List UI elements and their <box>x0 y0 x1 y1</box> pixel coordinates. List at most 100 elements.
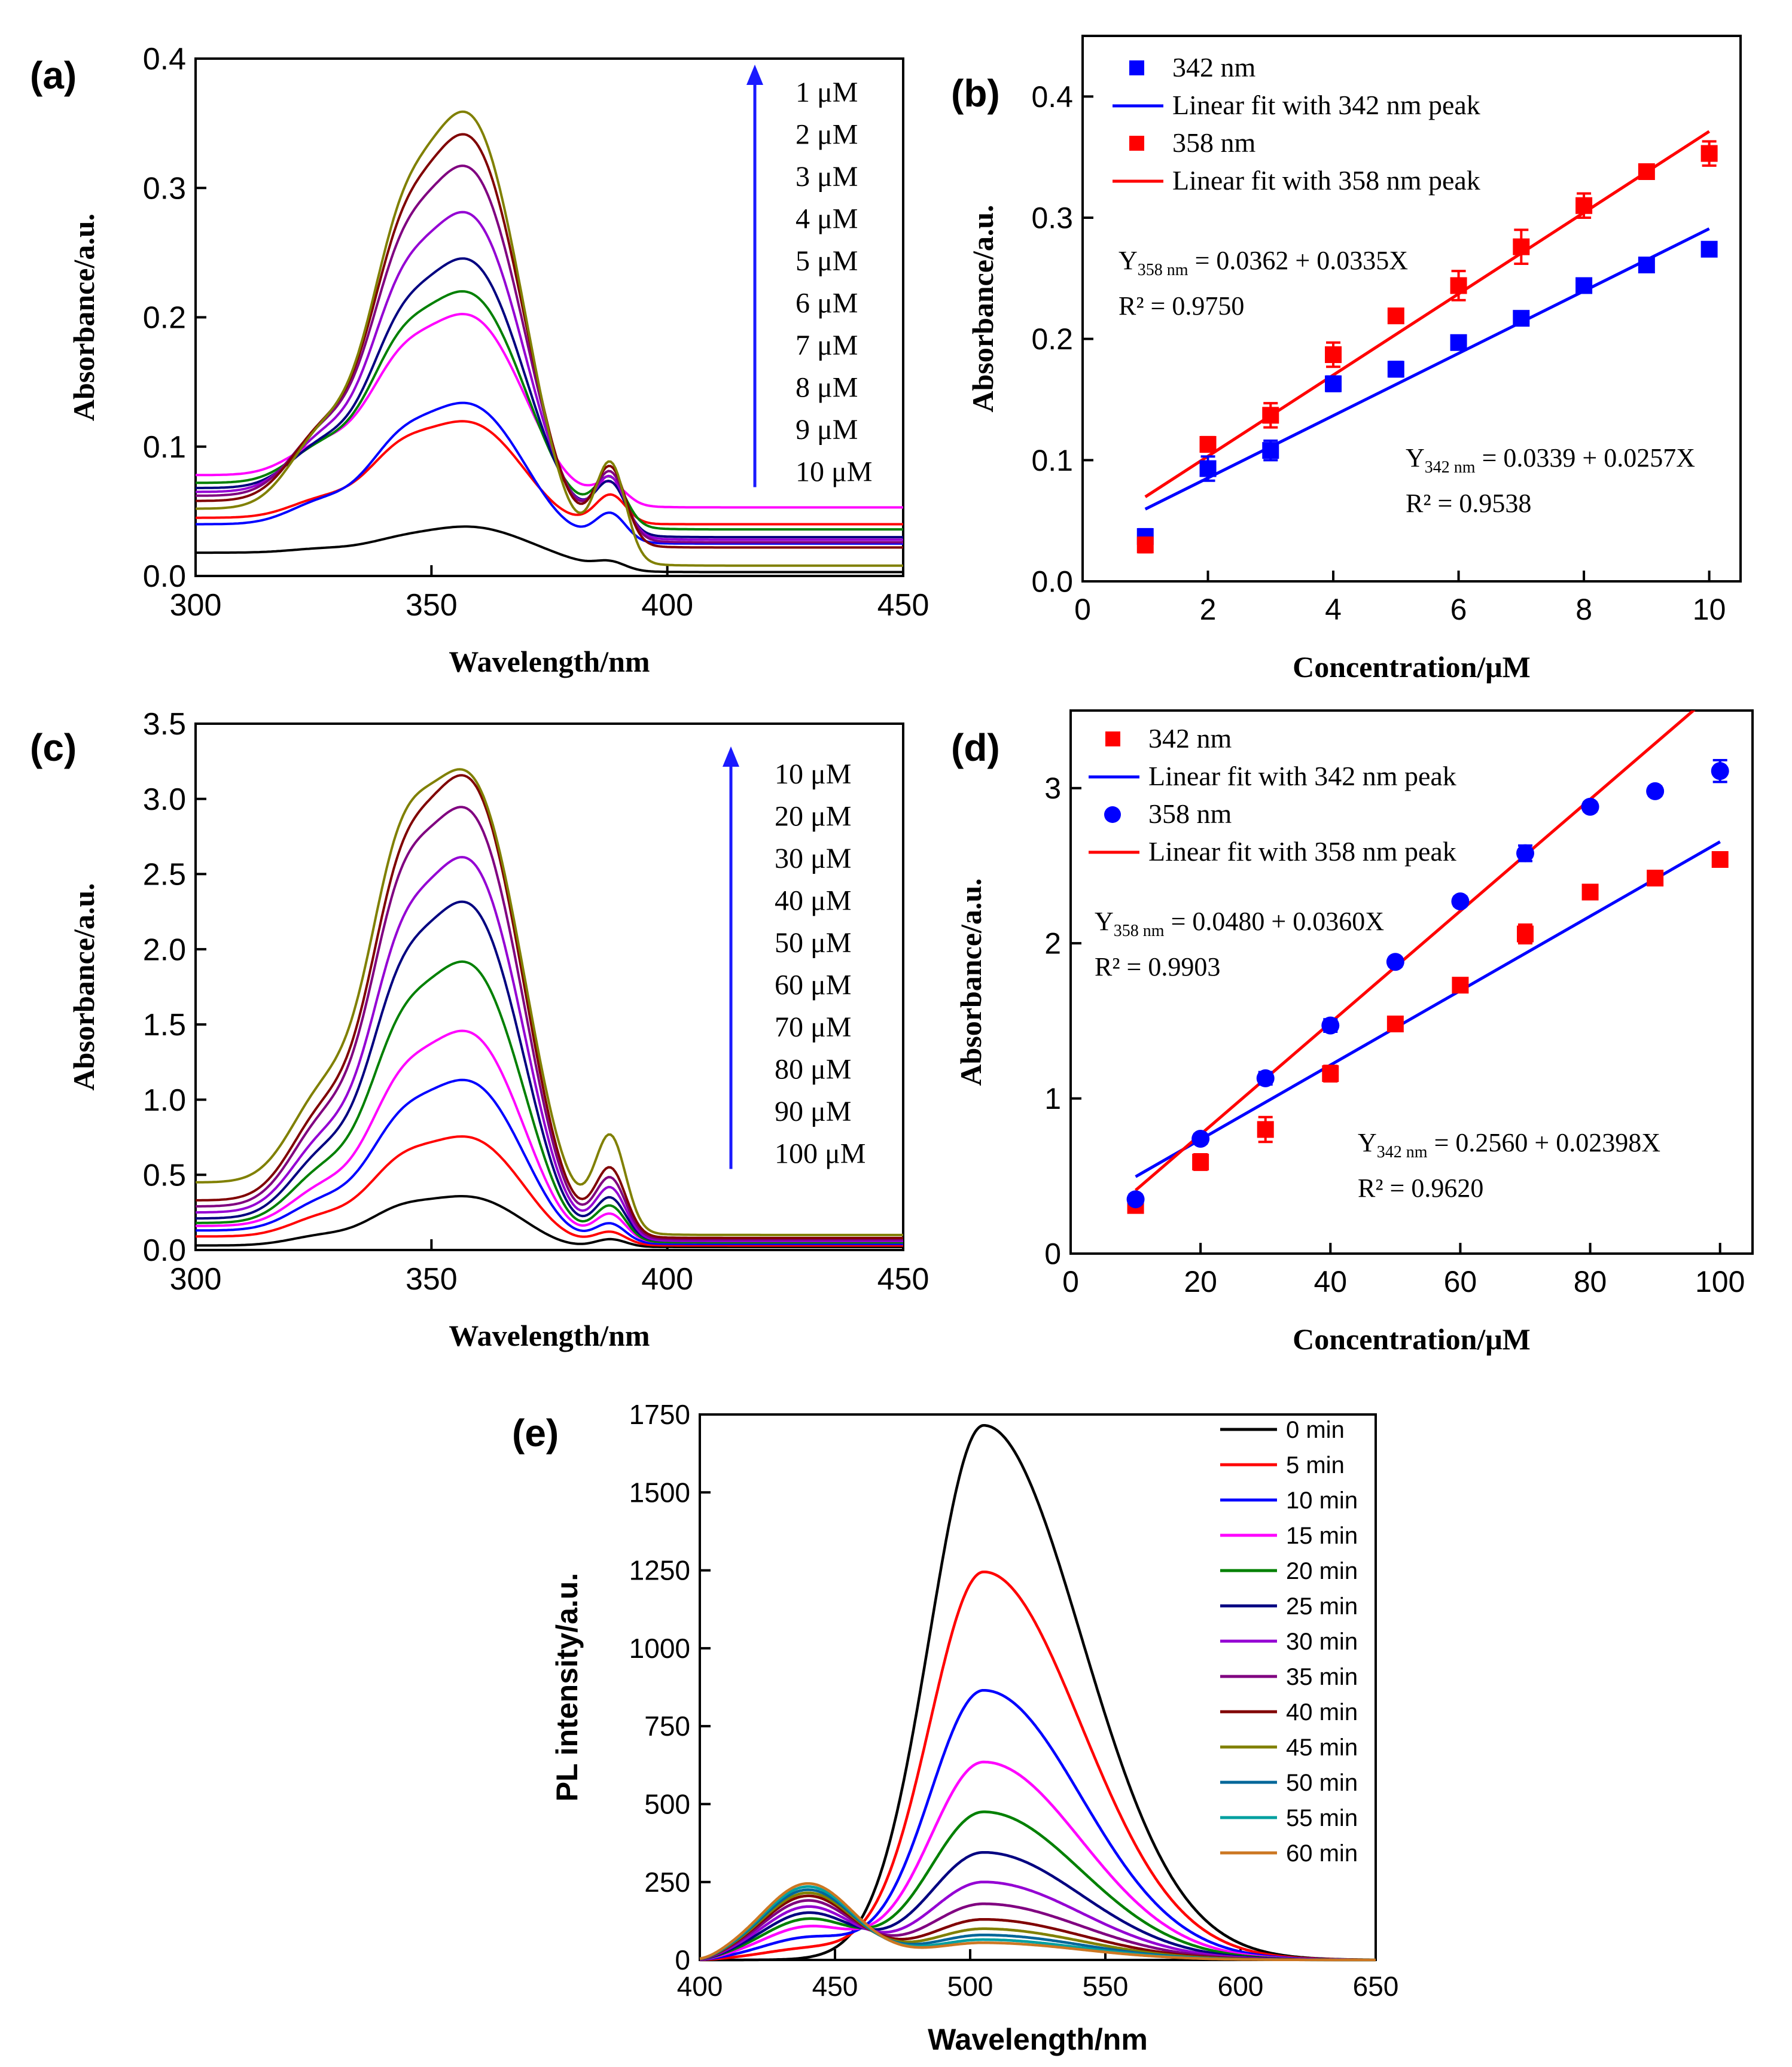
legend-entry: 35 min <box>1286 1664 1358 1690</box>
legend-entry: 40 min <box>1286 1699 1358 1725</box>
data-point-358nm <box>1711 762 1729 781</box>
data-point-342nm <box>1647 870 1664 887</box>
data-point-342nm <box>1517 925 1534 943</box>
data-point-358nm <box>1387 307 1404 325</box>
panel-a-absorbance-spectra-low: 300 350 400 450 0.0 0.1 0.2 0.3 0.4 Wavelength/nm… <box>67 42 929 678</box>
pl-line-5min <box>699 1570 1376 1962</box>
legend-entry: Linear fit with 358 nm peak <box>1148 836 1456 867</box>
eq-body: = 0.2560 + 0.02398X <box>1428 1128 1660 1157</box>
data-point-358nm <box>1450 277 1467 294</box>
y-tick-label: 3.0 <box>143 782 186 817</box>
x-tick-label: 450 <box>877 1262 929 1297</box>
x-tick-label: 10 <box>1693 593 1726 626</box>
panel-label-c: (c) <box>30 726 77 769</box>
legend-entry: 20 μM <box>775 801 851 833</box>
legend-entry: 358 nm <box>1148 798 1232 829</box>
pl-line-60min <box>699 1882 1376 1962</box>
data-point-358nm <box>1325 346 1342 364</box>
data-point-358nm <box>1581 797 1599 816</box>
y-tick-label: 0.1 <box>1031 444 1073 477</box>
data-point-342nm <box>1513 310 1530 327</box>
y-tick-label: 0.4 <box>1031 80 1073 114</box>
legend-entry: 15 min <box>1286 1523 1358 1549</box>
legend-entry: 2 μM <box>796 119 858 151</box>
data-point-358nm <box>1700 145 1718 162</box>
data-point-358nm <box>1199 435 1217 453</box>
fit-equation-eq342: Y342 nm = 0.2560 + 0.02398X <box>1358 1128 1660 1161</box>
x-axis-label: Wavelength/nm <box>449 645 650 678</box>
data-point-358nm <box>1262 407 1279 424</box>
legend-entry: 4 μM <box>796 203 858 235</box>
data-point-342nm <box>1192 1153 1209 1170</box>
legend-entry: 5 μM <box>796 245 858 277</box>
legend-entry: 8 μM <box>796 372 858 404</box>
x-tick-label: 600 <box>1218 1971 1264 2002</box>
data-point-342nm <box>1638 257 1655 274</box>
legend-marker <box>1129 136 1144 151</box>
y-axis-label: Absorbance/a.u. <box>67 883 100 1090</box>
eq-body: = 0.0339 + 0.0257X <box>1476 443 1695 472</box>
spectrum-line-80M <box>196 806 903 1241</box>
data-point-358nm <box>1513 238 1530 255</box>
x-tick-label: 100 <box>1695 1265 1745 1298</box>
fit-r-squared-eq358: R² = 0.9750 <box>1119 291 1244 321</box>
plot-frame <box>699 1413 1377 1961</box>
spectrum-line-30M <box>196 1078 903 1245</box>
x-tick-label: 20 <box>1184 1265 1217 1298</box>
spectrum-line-1M <box>196 525 903 574</box>
x-tick-label: 400 <box>677 1971 723 2002</box>
y-tick-label: 0.1 <box>143 430 186 465</box>
plot-frame <box>194 722 904 1251</box>
legend-entry: 1 μM <box>796 77 858 108</box>
legend-entry: 342 nm <box>1148 723 1232 754</box>
x-axis-label: Concentration/μM <box>1293 1322 1531 1356</box>
panel-c-absorbance-spectra-high: 300 350 400 450 0.0 0.5 1.0 1.5 2.0 2.5 3.0 3.5 Wave… <box>67 707 929 1352</box>
data-point-342nm <box>1700 240 1718 258</box>
data-point-358nm <box>1451 892 1470 911</box>
x-tick-label: 8 <box>1575 593 1592 626</box>
y-tick-label: 1000 <box>629 1633 690 1664</box>
data-point-358nm <box>1516 844 1534 862</box>
data-point-342nm <box>1452 977 1469 994</box>
data-point-342nm <box>1322 1065 1339 1083</box>
fit-r-squared-eq358: R² = 0.9903 <box>1095 952 1220 981</box>
data-point-342nm <box>1575 277 1593 294</box>
fit-line-linear-fit-with-358-nm-peak <box>1144 130 1710 498</box>
data-point-358nm <box>1575 197 1593 214</box>
eq-subscript: 342 nm <box>1377 1143 1428 1161</box>
fit-equation-eq342: Y342 nm = 0.0339 + 0.0257X <box>1406 443 1695 477</box>
y-tick-label: 0 <box>675 1944 690 1975</box>
data-point-342nm <box>1262 442 1279 459</box>
y-tick-label: 0.2 <box>143 301 186 336</box>
fit-line-linear-fit-with-342-nm-peak <box>1144 227 1710 511</box>
legend-entry: 5 min <box>1286 1452 1345 1478</box>
y-tick-label: 2.0 <box>143 932 186 967</box>
legend-arrow-head <box>746 65 763 85</box>
y-tick-label: 1.0 <box>143 1083 186 1118</box>
y-tick-label: 2.5 <box>143 858 186 892</box>
y-tick-label: 0.0 <box>143 559 186 594</box>
y-tick-label: 0 <box>1044 1237 1061 1271</box>
legend-marker <box>1129 60 1144 75</box>
eq-symbol: Y <box>1406 443 1425 472</box>
x-tick-label: 6 <box>1450 593 1467 626</box>
eq-subscript: 342 nm <box>1425 458 1476 477</box>
spectrum-line-7M <box>196 211 903 541</box>
legend-entry: 7 μM <box>796 330 858 361</box>
y-tick-label: 1250 <box>629 1555 690 1586</box>
fit-r-squared-eq342: R² = 0.9620 <box>1358 1173 1483 1203</box>
y-tick-label: 1500 <box>629 1477 690 1508</box>
data-point-342nm <box>1386 1016 1404 1033</box>
x-tick-label: 4 <box>1325 593 1342 626</box>
x-tick-label: 60 <box>1444 1265 1477 1298</box>
data-point-358nm <box>1321 1016 1340 1035</box>
x-tick-label: 0 <box>1062 1265 1079 1298</box>
y-tick-label: 250 <box>644 1867 690 1898</box>
legend-entry: 358 nm <box>1172 127 1256 158</box>
data-point-358nm <box>1638 163 1655 180</box>
data-point-358nm <box>1126 1190 1145 1209</box>
panel-d-calibration-high: 0 20 40 60 80 100 0 1 2 3 Concentration/μM Absorban… <box>954 709 1754 1356</box>
y-tick-label: 3.5 <box>143 707 186 742</box>
legend-entry: 90 μM <box>775 1096 851 1127</box>
